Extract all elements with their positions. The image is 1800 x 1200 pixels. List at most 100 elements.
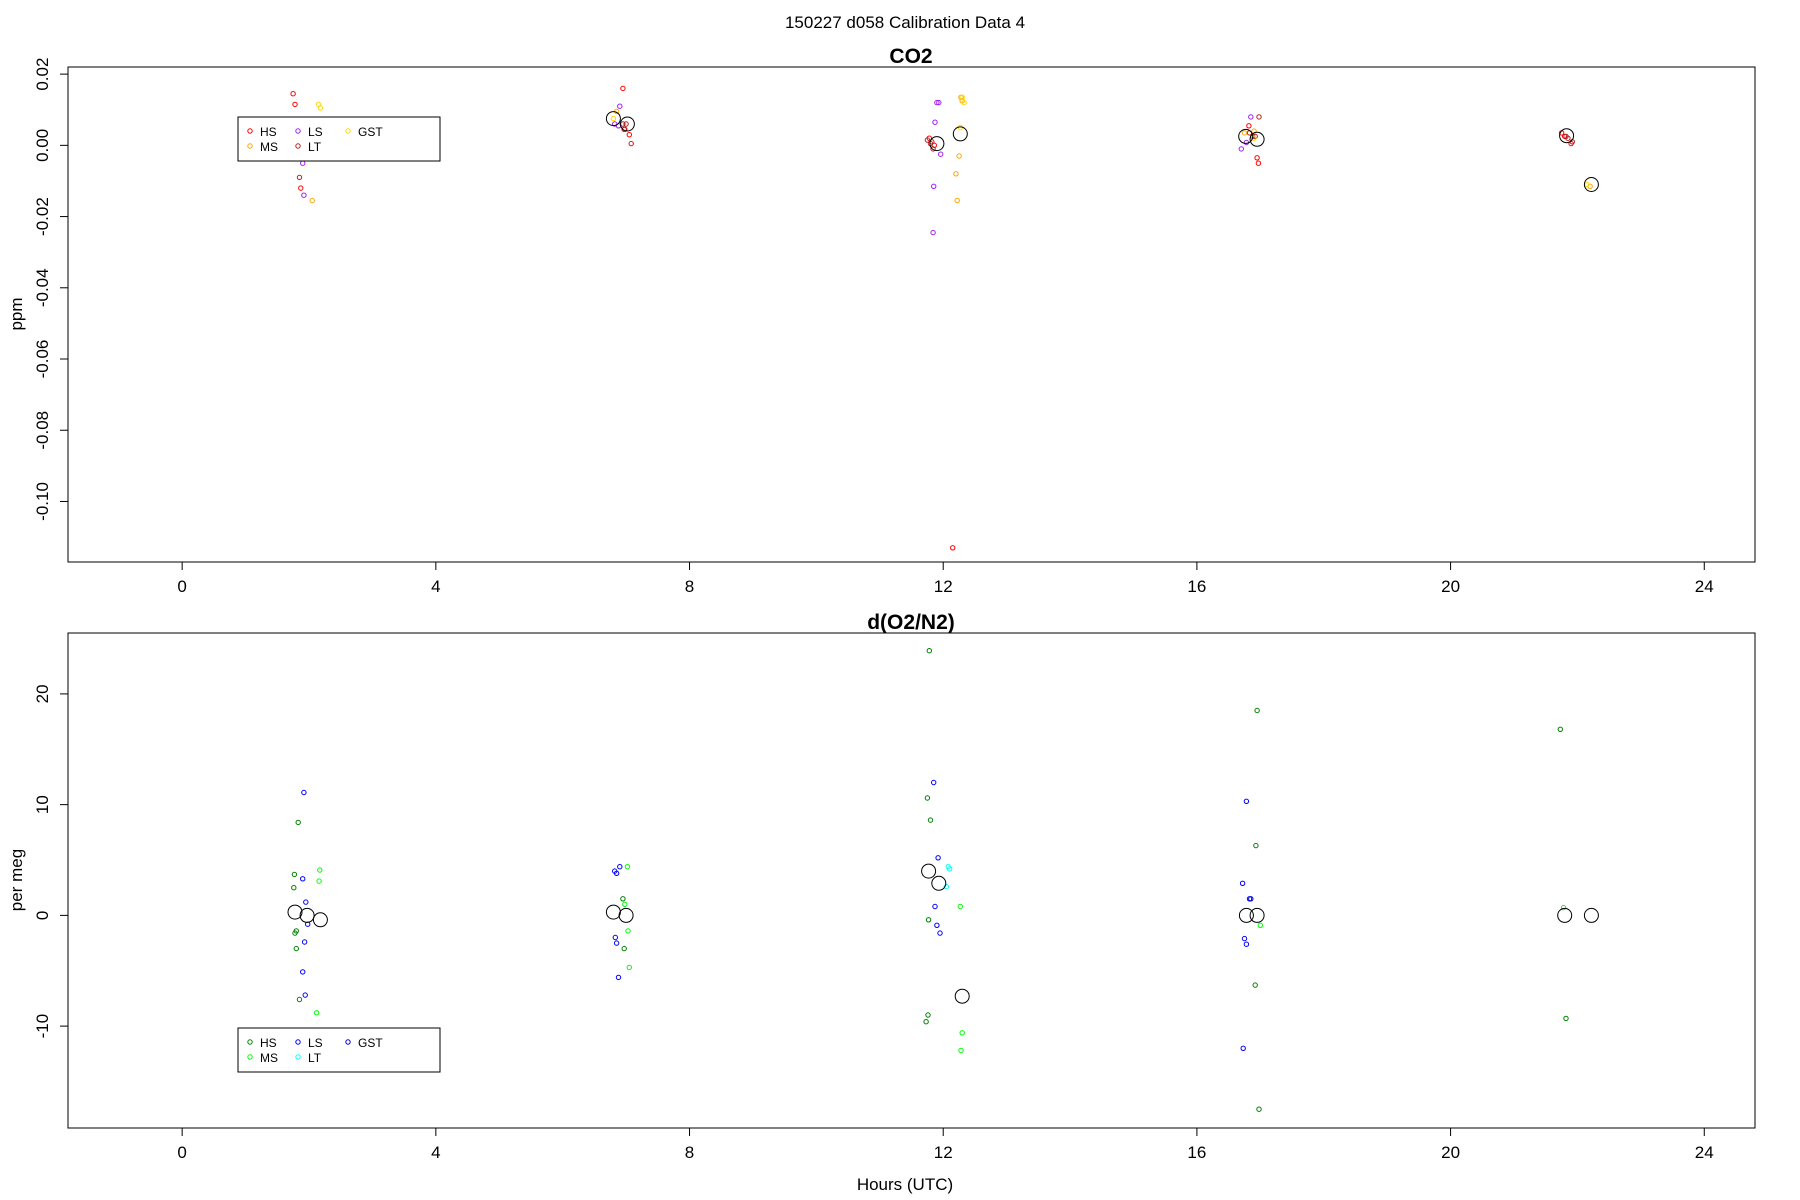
co2-point-hs [290, 91, 296, 97]
o2n2-y-tick-label: 10 [33, 795, 52, 814]
o2n2-mean-marker [1238, 907, 1254, 923]
o2n2-point-ls [613, 870, 620, 876]
co2-point-lt [930, 146, 936, 152]
o2n2-point-ls [617, 864, 623, 870]
o2n2-point-ls [932, 903, 938, 910]
co2-mean-marker [1583, 177, 1599, 192]
o2n2-point-hs [1254, 707, 1260, 714]
co2-x-tick-label: 12 [934, 577, 953, 596]
co2-mean-marker [1238, 128, 1254, 144]
co2-point-gst [959, 94, 965, 101]
o2n2-x-tick-label: 12 [934, 1143, 953, 1162]
co2-point-ls [931, 183, 937, 190]
o2n2-point-ms [625, 928, 631, 934]
o2n2-mean-marker [287, 904, 303, 920]
o2n2-legend-swatch-lt [295, 1054, 301, 1060]
o2n2-point-ls [302, 992, 308, 998]
co2-point-ls [300, 160, 306, 166]
o2n2-point-hs [1253, 842, 1259, 849]
o2n2-point-hs [620, 896, 626, 902]
o2n2-x-tick-label: 0 [177, 1143, 186, 1162]
o2n2-point-hs [925, 917, 932, 923]
co2-point-hs [1255, 160, 1262, 166]
o2n2-legend-swatch-hs [247, 1039, 253, 1045]
o2n2-point-ms [1257, 922, 1264, 928]
o2n2-point-lt [946, 866, 953, 872]
o2n2-point-hs [295, 819, 301, 826]
o2n2-legend-swatch-ls [295, 1039, 301, 1045]
o2n2-legend-label-lt: LT [308, 1051, 322, 1065]
co2-x-axis: 0 4 8 12 16 20 24 [177, 561, 1714, 596]
o2n2-point-ls [303, 899, 309, 905]
o2n2-x-tick-label: 24 [1695, 1143, 1714, 1162]
o2n2-point-ms [1560, 904, 1567, 911]
o2n2-point-hs [923, 1019, 929, 1025]
o2n2-x-tick-label: 16 [1187, 1143, 1206, 1162]
co2-panel: CO2 ppm 0 4 8 12 16 20 24 0.02 0.00 -0.02 -0.04 -0… [7, 45, 1756, 596]
x-axis-label: Hours (UTC) [857, 1175, 953, 1194]
co2-legend-swatch-lt [295, 143, 301, 149]
o2n2-y-tick-label: -10 [33, 1014, 52, 1039]
o2n2-x-tick-label: 8 [685, 1143, 694, 1162]
o2n2-mean-marker [1557, 907, 1573, 923]
o2n2-x-tick-label: 4 [431, 1143, 440, 1162]
o2n2-point-ms [622, 901, 628, 907]
o2n2-point-ls [1239, 880, 1246, 886]
o2n2-point-hs [293, 945, 299, 952]
o2n2-mean-marker [1583, 907, 1599, 923]
o2n2-point-hs [1256, 1106, 1262, 1112]
o2n2-point-hs [924, 795, 931, 801]
o2n2-point-lt [943, 883, 950, 890]
o2n2-panel: d(O2/N2) per meg Hours (UTC) 0 4 8 12 16 20 24… [7, 611, 1756, 1194]
o2n2-y-axis: 20 10 0 -10 [33, 684, 69, 1039]
o2n2-point-ls [934, 922, 940, 928]
co2-y-tick-label: 0.02 [33, 58, 52, 91]
co2-mean-marker [1559, 128, 1575, 144]
o2n2-point-ms [626, 964, 632, 971]
o2n2-point-ls [1240, 1045, 1246, 1052]
co2-point-lt [623, 121, 629, 127]
o2n2-legend-box [237, 1027, 441, 1073]
o2n2-point-ls [301, 789, 307, 796]
co2-x-tick-label: 20 [1441, 577, 1460, 596]
o2n2-legend-label-ls: LS [308, 1036, 323, 1050]
co2-point-ls [1238, 146, 1245, 152]
o2n2-x-axis: 0 4 8 12 16 20 24 [177, 1127, 1714, 1162]
o2n2-point-hs [926, 648, 932, 654]
co2-x-tick-label: 8 [685, 577, 694, 596]
co2-legend-swatch-hs [247, 128, 253, 134]
o2n2-point-ls [300, 969, 306, 975]
o2n2-mean-marker [931, 875, 947, 891]
o2n2-point-gst [1248, 896, 1254, 902]
o2n2-y-axis-label: per meg [7, 849, 26, 911]
o2n2-mean-marker [618, 907, 634, 923]
o2n2-point-ls [1243, 941, 1250, 947]
co2-point-ms [309, 197, 315, 204]
o2n2-point-hs [292, 930, 298, 936]
co2-point-ls [936, 99, 942, 106]
o2n2-x-tick-label: 20 [1441, 1143, 1460, 1162]
co2-mean-marker [1249, 131, 1265, 147]
o2n2-point-ls [1243, 798, 1250, 804]
o2n2-mean-marker [954, 988, 970, 1004]
o2n2-legend-label-ms: MS [260, 1051, 278, 1065]
o2n2-point-ms [316, 878, 322, 884]
co2-point-ls [930, 229, 936, 236]
o2n2-point-ls [935, 855, 941, 861]
o2n2-point-ls [300, 876, 306, 882]
o2n2-panel-title: d(O2/N2) [867, 611, 955, 634]
co2-x-tick-label: 24 [1695, 577, 1714, 596]
co2-data-points [290, 85, 1599, 551]
co2-point-hs [626, 132, 632, 138]
co2-point-lt [924, 137, 931, 143]
co2-legend-label-ls: LS [308, 125, 323, 139]
o2n2-point-ls [301, 939, 308, 945]
o2n2-legend-label-hs: HS [260, 1036, 277, 1050]
co2-point-ls [301, 192, 307, 198]
o2n2-point-ms [957, 903, 963, 910]
o2n2-point-ms [313, 1010, 320, 1016]
co2-y-tick-label: -0.02 [33, 197, 52, 236]
co2-legend-label-hs: HS [260, 125, 277, 139]
